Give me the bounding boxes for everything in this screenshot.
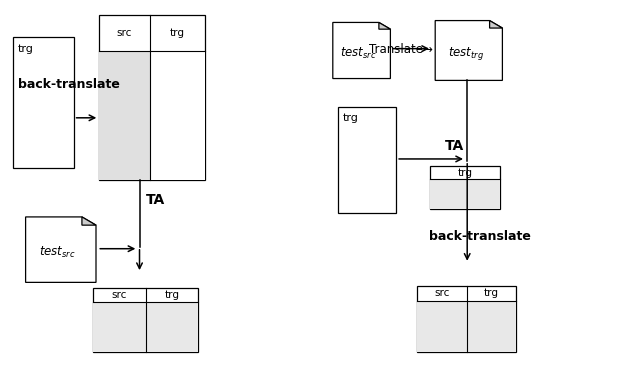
Text: TA: TA	[445, 139, 464, 153]
Bar	[417, 301, 467, 352]
Text: trg: trg	[484, 288, 499, 298]
Polygon shape	[333, 22, 390, 79]
Text: $\mathit{test}_{src}$: $\mathit{test}_{src}$	[340, 46, 377, 61]
Bar	[13, 37, 74, 168]
Bar	[146, 302, 198, 352]
Text: trg: trg	[458, 168, 473, 178]
Text: $\mathit{test}_{src}$: $\mathit{test}_{src}$	[39, 245, 76, 260]
Polygon shape	[82, 217, 96, 225]
Bar	[338, 107, 396, 213]
Text: back-translate: back-translate	[429, 230, 531, 243]
Bar	[430, 166, 500, 209]
Bar	[150, 51, 205, 180]
Bar	[417, 286, 516, 352]
Polygon shape	[490, 21, 502, 28]
Text: src: src	[435, 288, 450, 298]
Text: trg: trg	[164, 290, 179, 300]
Text: back-translate: back-translate	[18, 78, 120, 91]
Text: Translate→: Translate→	[369, 43, 433, 56]
Text: trg: trg	[343, 113, 359, 123]
Text: src: src	[111, 290, 127, 300]
Text: trg: trg	[170, 28, 185, 38]
Text: TA: TA	[146, 193, 165, 207]
Bar	[467, 301, 516, 352]
Polygon shape	[435, 21, 502, 80]
Bar	[99, 15, 205, 180]
Bar	[430, 180, 500, 209]
Text: trg: trg	[18, 44, 34, 54]
Bar	[93, 288, 198, 352]
Bar	[99, 51, 150, 180]
Bar	[93, 302, 146, 352]
Polygon shape	[26, 217, 96, 282]
Text: $\mathit{test}_{trg}$: $\mathit{test}_{trg}$	[447, 45, 484, 62]
Polygon shape	[379, 22, 390, 29]
Text: src: src	[117, 28, 132, 38]
